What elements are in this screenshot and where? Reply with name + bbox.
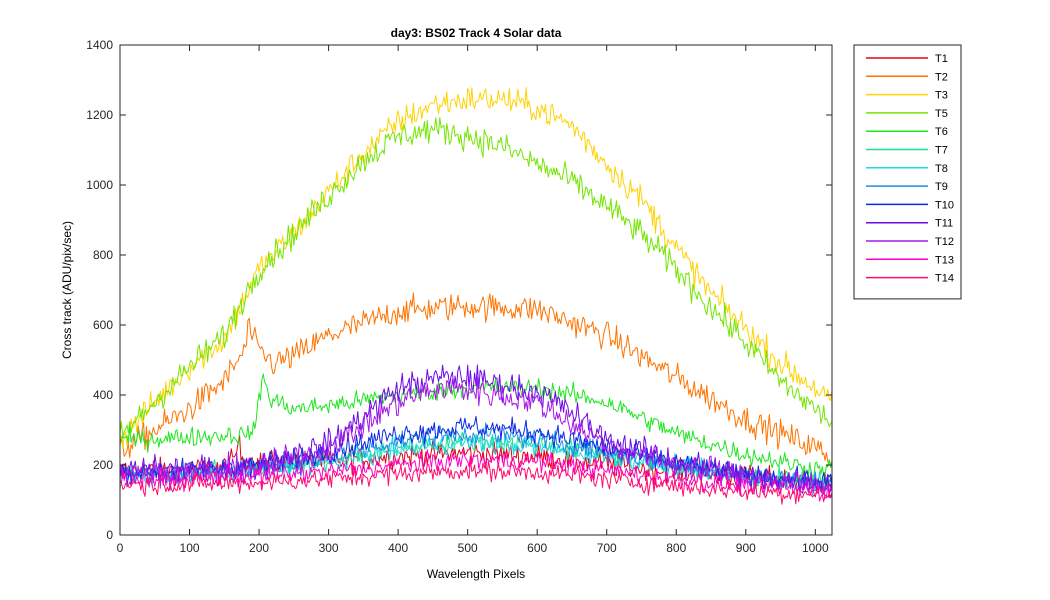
y-tick-label: 1200: [86, 108, 113, 122]
axis-ticks: 0 100 200 300 400 500 600 700 800 900 1000 0 200 400 6…: [86, 38, 832, 555]
x-tick-label: 1000: [802, 541, 829, 555]
x-tick-label: 700: [597, 541, 617, 555]
y-tick-label: 400: [93, 388, 113, 402]
x-tick-label: 0: [117, 541, 124, 555]
legend-label: T6: [935, 126, 948, 138]
chart-title: day3: BS02 Track 4 Solar data: [391, 26, 562, 40]
x-tick-label: 100: [180, 541, 200, 555]
legend-label: T14: [935, 273, 954, 285]
legend-label: T11: [935, 218, 953, 230]
plot-area: [120, 45, 832, 535]
legend-box: [853, 44, 962, 300]
series-line-t8: [119, 434, 833, 493]
x-tick-label: 600: [527, 541, 547, 555]
y-tick-label: 600: [93, 318, 113, 332]
plot-frame: [119, 44, 833, 536]
x-tick-label: 200: [249, 541, 269, 555]
x-axis-label: Wavelength Pixels: [427, 567, 525, 581]
legend: T1 T2 T3 T5 T6 T7 T8 T9 T10 T11 T12 T13 T14: [853, 44, 962, 300]
series-line-t11: [119, 364, 833, 499]
series-line-t2: [119, 292, 833, 465]
y-tick-label: 800: [93, 248, 113, 262]
x-tick-label: 400: [388, 541, 408, 555]
legend-label: T8: [935, 163, 948, 175]
series-line-t14: [119, 458, 833, 505]
x-tick-label: 900: [736, 541, 756, 555]
legend-label: T9: [935, 181, 948, 193]
series-line-t12: [119, 376, 833, 497]
y-tick-label: 1000: [86, 178, 113, 192]
series-line-t5: [119, 117, 833, 438]
x-tick-label: 500: [458, 541, 478, 555]
y-tick-label: 1400: [86, 38, 113, 52]
y-tick-label: 200: [93, 458, 113, 472]
y-axis-label: Cross track (ADU/pix/sec): [60, 221, 74, 359]
legend-label: T10: [935, 199, 954, 211]
legend-label: T13: [935, 254, 954, 266]
legend-label: T2: [935, 71, 948, 83]
legend-label: T3: [935, 90, 948, 102]
legend-label: T5: [935, 108, 948, 120]
legend-label: T12: [935, 236, 954, 248]
series-layer: [119, 87, 833, 505]
x-tick-label: 800: [666, 541, 686, 555]
x-tick-label: 300: [319, 541, 339, 555]
legend-label: T7: [935, 145, 948, 157]
y-tick-label: 0: [106, 528, 113, 542]
legend-label: T1: [935, 53, 948, 65]
